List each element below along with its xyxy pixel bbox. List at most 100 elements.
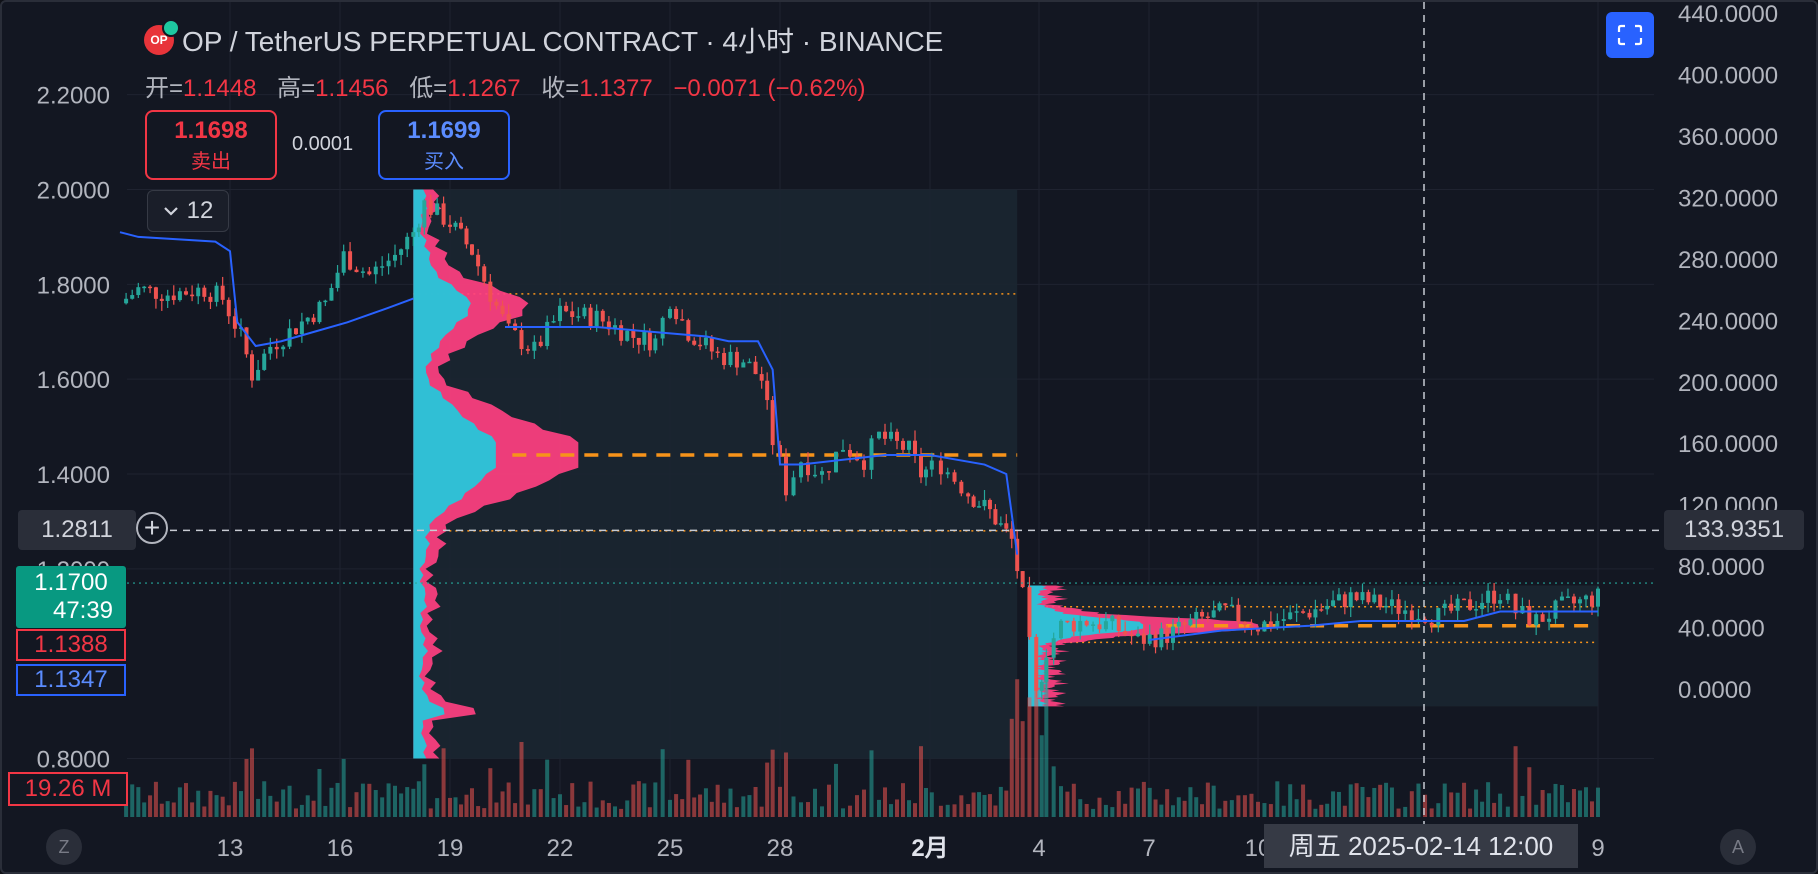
volume-bar — [564, 805, 569, 817]
candle-body — [1103, 621, 1108, 630]
volume-bar — [913, 803, 917, 817]
candle-body — [1396, 599, 1401, 614]
bar-countdown: 47:39 — [52, 597, 114, 624]
volume-bar — [1194, 797, 1199, 817]
candle-body — [136, 287, 141, 296]
volume-bar — [1256, 801, 1260, 817]
time-axis-tick: 13 — [217, 835, 244, 862]
volume-profile-box — [1028, 585, 1598, 707]
volume-bar — [348, 807, 353, 817]
candle-body — [476, 254, 481, 267]
volume-bar — [1416, 783, 1421, 817]
volume-bar — [855, 795, 859, 817]
volume-bar — [1396, 808, 1401, 817]
left-axis-tick: 1.6000 — [37, 367, 110, 394]
candle-body — [1360, 592, 1365, 601]
volume-bar — [470, 788, 474, 817]
symbol-legend[interactable]: OP OP / TetherUS PERPETUAL CONTRACT · 4小… — [144, 19, 944, 60]
high-value: 1.1456 — [315, 75, 389, 102]
candle-body — [1455, 598, 1460, 611]
zoom-reset-button[interactable]: Z — [46, 829, 82, 865]
volume-bar — [1205, 782, 1210, 817]
candle-body — [165, 295, 170, 301]
volume-bar — [1571, 789, 1576, 817]
vwap-line — [505, 326, 1019, 555]
volume-bar — [136, 787, 141, 817]
volume-bar — [680, 799, 685, 817]
volume-bar — [613, 806, 617, 817]
candle-body — [1020, 571, 1025, 588]
indicator-count: 12 — [186, 197, 214, 224]
right-axis-tick: 280.0000 — [1678, 247, 1778, 274]
candle-body — [606, 321, 611, 330]
volume-bar — [1147, 787, 1152, 817]
candle-body — [1348, 592, 1353, 608]
volume-bar — [323, 805, 328, 817]
volume-bar — [299, 804, 304, 817]
volume-bar — [1442, 783, 1447, 817]
candle-body — [1384, 605, 1389, 608]
candle-body — [153, 287, 158, 299]
volume-bar — [1474, 789, 1479, 817]
candle-body — [636, 337, 641, 345]
screenshot-button[interactable] — [1606, 12, 1654, 58]
candle-body — [1429, 622, 1434, 626]
candle-body — [190, 294, 195, 297]
candle-body — [765, 380, 770, 401]
candle-body — [877, 431, 881, 439]
candle-body — [728, 351, 733, 366]
volume-bar — [945, 804, 950, 817]
volume-bar — [1091, 808, 1096, 817]
add-order-plus-icon[interactable]: + — [136, 512, 168, 544]
volume-bar — [1015, 679, 1020, 817]
volume-bar — [393, 785, 397, 817]
right-axis-tick: 80.0000 — [1678, 554, 1765, 581]
candle-body — [698, 344, 703, 347]
candle-body — [1051, 638, 1056, 658]
sell-button[interactable]: 1.1698 卖出 — [145, 110, 277, 180]
volume-bar — [1313, 808, 1318, 817]
volume-bar — [570, 783, 575, 817]
volume-bar — [1229, 800, 1234, 817]
volume-bar — [987, 794, 992, 817]
candle-body — [977, 506, 982, 508]
volume-bar — [1336, 791, 1341, 817]
candle-body — [1205, 616, 1210, 619]
candle-body — [820, 471, 824, 475]
volume-bar — [416, 781, 421, 817]
candle-body — [907, 440, 911, 450]
volume-bar — [1486, 782, 1491, 817]
candle-body — [214, 285, 219, 302]
candle-body — [1123, 631, 1128, 635]
volume-bar — [1217, 808, 1222, 817]
candle-body — [582, 307, 587, 317]
candle-body — [1366, 592, 1371, 603]
high-label: 高= — [277, 75, 316, 102]
volume-bar — [171, 802, 176, 817]
candle-body — [929, 460, 934, 470]
volume-bar — [1165, 789, 1170, 817]
candle-body — [142, 286, 147, 289]
candle-body — [1004, 523, 1009, 529]
volume-bar — [883, 787, 887, 817]
symbol-title[interactable]: OP / TetherUS PERPETUAL CONTRACT · 4小时 ·… — [182, 26, 944, 57]
candle-body — [1409, 610, 1414, 622]
candle-body — [1165, 628, 1170, 643]
volume-bar — [982, 794, 987, 817]
candle-body — [827, 471, 831, 473]
candle-body — [1065, 620, 1070, 623]
volume-bar — [1462, 782, 1467, 817]
volume-bar — [686, 759, 691, 817]
volume-bar — [256, 798, 261, 817]
candle-body — [1034, 636, 1039, 691]
candle-body — [1436, 608, 1441, 626]
buy-button[interactable]: 1.1699 买入 — [378, 110, 510, 180]
indicators-toggle-button[interactable]: 12 — [147, 190, 229, 232]
volume-bar — [709, 801, 714, 817]
auto-scale-button[interactable]: A — [1720, 829, 1756, 865]
candle-body — [722, 353, 727, 366]
volume-bar — [335, 782, 340, 817]
volume-bar — [1078, 799, 1083, 817]
volume-bar — [1294, 799, 1299, 817]
